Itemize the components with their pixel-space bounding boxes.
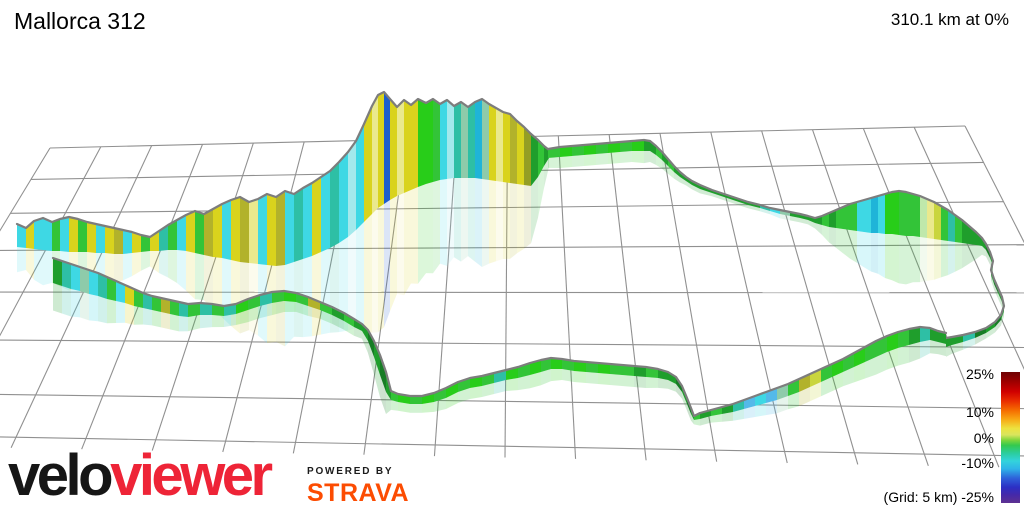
total-distance-label: 310.1 km at 0% xyxy=(890,10,1009,29)
route-ridge-line-north-coast-and-east-bump xyxy=(546,138,1006,340)
route-reflection-ridge-corner-cliff xyxy=(531,158,549,244)
route-wall-ridge-corner-cliff xyxy=(529,132,551,186)
veloviewer-logo-velo: velo xyxy=(8,443,114,508)
route-reflection-west-front-ridge-south-plain xyxy=(53,283,946,426)
route-ridge-line-tramuntana-back-ridge xyxy=(15,90,533,239)
veloviewer-logo[interactable]: veloviewer xyxy=(8,443,273,508)
strava-logo: STRAVA xyxy=(307,479,410,507)
strava-attribution[interactable]: POWERED BY STRAVA xyxy=(307,466,409,508)
route-reflection-tramuntana-back-ridge xyxy=(17,178,531,347)
route-wall-west-front-ridge-south-plain xyxy=(51,256,948,420)
route-ridge-line-ridge-corner-cliff xyxy=(529,132,551,152)
route-wall-north-coast-and-east-bump xyxy=(546,138,1006,347)
powered-by-label: POWERED BY xyxy=(307,466,394,477)
route-wall-tramuntana-back-ridge xyxy=(15,90,533,266)
route-reflection-north-coast-and-east-bump xyxy=(548,151,1004,357)
veloviewer-logo-viewer: viewer xyxy=(110,443,273,508)
page-title: Mallorca 312 xyxy=(14,8,146,34)
route-ridge-line-west-front-ridge-south-plain xyxy=(51,256,948,418)
